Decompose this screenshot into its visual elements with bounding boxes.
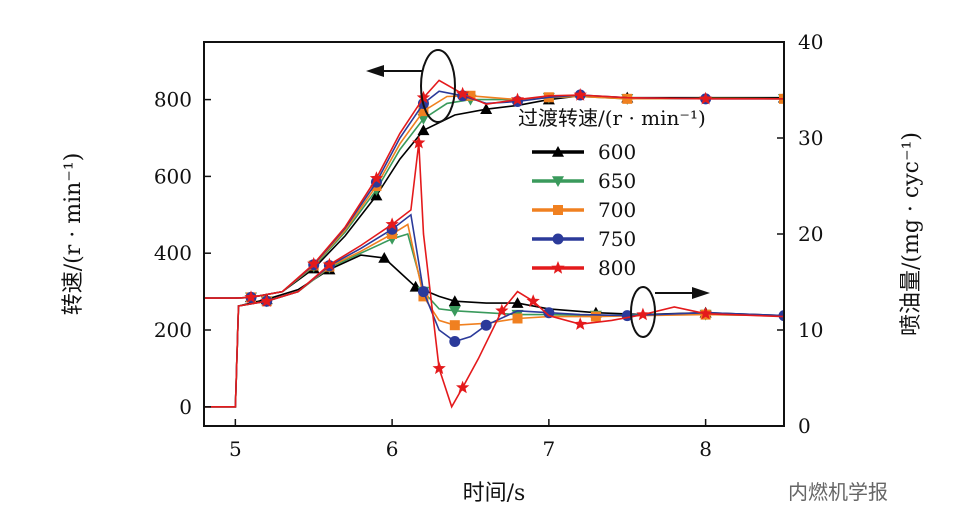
- speed-point-800: [416, 90, 431, 104]
- fuel-point-800: [699, 306, 713, 320]
- right-arrow-head: [692, 287, 710, 299]
- y-right-tick-label: 20: [798, 222, 823, 246]
- speed-point-800: [307, 257, 321, 270]
- fuel-point-800: [573, 317, 587, 330]
- fuel-point-800: [526, 294, 540, 307]
- fuel-point-600: [511, 297, 524, 308]
- fuel-line-600: [204, 254, 784, 408]
- fuel-point-800: [322, 257, 337, 271]
- speed-line-800: [204, 79, 784, 299]
- y-right-tick-label: 10: [798, 318, 823, 342]
- fuel-point-800: [260, 294, 274, 307]
- speed-point-800: [244, 290, 258, 303]
- y-left-tick-label: 600: [154, 164, 192, 188]
- fuel-line-650: [204, 232, 784, 408]
- y-left-tick-label: 800: [154, 88, 192, 112]
- fuel-point-800: [385, 217, 399, 231]
- fuel-point-800: [495, 303, 509, 317]
- speed-point-650: [417, 114, 430, 125]
- legend-marker-800: [551, 261, 565, 274]
- y-right-tick-label: 40: [798, 30, 823, 54]
- fuel-point-800: [456, 380, 470, 394]
- y-left-tick-label: 200: [154, 318, 192, 342]
- series-600: [204, 91, 784, 408]
- fuel-line-700: [204, 223, 784, 408]
- watermark: 内燃机学报: [788, 480, 888, 504]
- y-left-tick-label: 0: [179, 395, 192, 419]
- speed-point-800: [699, 91, 713, 105]
- fuel-point-600: [448, 295, 461, 306]
- legend-label-600: 600: [598, 140, 636, 164]
- y-axis-right-title: 喷油量/(mg · cyc⁻¹): [899, 132, 924, 336]
- fuel-point-750: [778, 310, 784, 322]
- speed-point-600: [417, 124, 430, 136]
- fuel-point-750: [480, 319, 492, 331]
- speed-point-700: [418, 106, 429, 117]
- fuel-point-700: [512, 313, 523, 324]
- legend-title: 过渡转速/(r · min⁻¹): [518, 106, 706, 130]
- fuel-line-750: [204, 213, 784, 408]
- speed-point-800: [510, 92, 525, 106]
- speed-point-800: [369, 171, 384, 184]
- legend-label-700: 700: [598, 198, 636, 222]
- fuel-line-800: [204, 142, 784, 409]
- speed-point-700: [465, 90, 476, 101]
- legend-marker-600: [552, 146, 564, 157]
- series-800: [204, 79, 784, 409]
- x-tick-label: 8: [699, 437, 712, 461]
- x-tick-label: 5: [229, 437, 242, 461]
- speed-point-800: [456, 86, 470, 100]
- y-axis-left-title: 转速/(r · min⁻¹): [61, 153, 86, 316]
- legend-marker-650: [552, 176, 564, 187]
- fuel-curve-ellipse: [630, 286, 656, 338]
- fuel-point-750: [543, 307, 555, 319]
- legend-marker-750: [552, 233, 564, 245]
- left-arrow-head: [366, 65, 384, 77]
- fuel-point-700: [449, 320, 460, 331]
- fuel-point-650: [448, 306, 461, 317]
- x-tick-label: 6: [386, 437, 399, 461]
- legend-label-750: 750: [598, 227, 636, 251]
- fuel-point-600: [378, 252, 391, 263]
- fuel-point-750: [417, 286, 429, 298]
- series-650: [204, 92, 784, 408]
- fuel-point-750: [449, 336, 461, 348]
- fuel-point-800: [432, 361, 446, 375]
- x-axis-title: 时间/s: [463, 481, 526, 506]
- y-right-tick-label: 30: [798, 126, 823, 150]
- legend-marker-700: [553, 205, 563, 215]
- legend-label-650: 650: [598, 169, 636, 193]
- series-750: [204, 89, 784, 408]
- x-tick-label: 7: [542, 437, 555, 461]
- fuel-point-800: [412, 135, 426, 149]
- y-right-tick-label: 0: [798, 414, 811, 438]
- fuel-point-600: [409, 280, 422, 292]
- y-left-tick-label: 400: [154, 241, 192, 265]
- speed-point-700: [622, 93, 633, 104]
- legend-label-800: 800: [598, 256, 636, 280]
- speed-point-600: [480, 103, 493, 114]
- fuel-point-700: [590, 311, 601, 322]
- fuel-point-800: [636, 307, 650, 321]
- speed-point-800: [573, 88, 587, 101]
- speed-curve-ellipse: [420, 49, 456, 123]
- series-700: [204, 90, 784, 408]
